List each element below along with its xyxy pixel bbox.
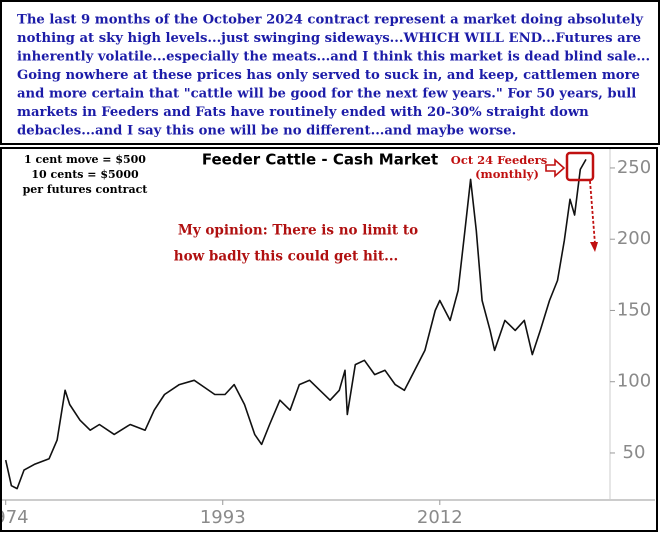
price-line — [4, 159, 587, 490]
opinion: My opinion: There is no limit to — [178, 223, 418, 239]
y-tick-label: 50 — [623, 442, 646, 463]
y-tick-label: 200 — [617, 228, 651, 249]
x-tick-label: 1993 — [200, 507, 246, 528]
y-tick-label: 150 — [617, 299, 651, 320]
callout: Oct 24 Feeders — [451, 153, 547, 167]
highlight-box — [565, 151, 595, 182]
opinion: how badly this could get hit... — [174, 249, 398, 265]
y-tick-label: 250 — [617, 157, 651, 178]
commentary-line: markets in Feeders and Fats have routine… — [17, 105, 589, 120]
chart-title: Feeder Cattle - Cash Market — [202, 151, 438, 169]
plot: 50 100 150 200 250 1974 1993 2012 — [0, 149, 655, 528]
commentary-line: and more certain that "cattle will be go… — [17, 87, 636, 102]
callout: (monthly) — [475, 167, 539, 181]
y-tick-label: 100 — [617, 371, 651, 392]
contract-note: per futures contract — [23, 183, 149, 196]
commentary-line: Going nowhere at these prices has only s… — [17, 68, 640, 83]
chart-box — [0, 147, 658, 532]
commentary-line: debacles...and I say this one will be no… — [17, 124, 516, 139]
x-tick-label: 1974 — [0, 507, 29, 528]
commentary-box — [0, 0, 660, 145]
commentary-line: inherently volatile...especially the mea… — [17, 50, 650, 65]
x-tick-label: 2012 — [417, 507, 463, 528]
contract-note: 10 cents = $5000 — [31, 168, 139, 181]
callout-arrow — [545, 158, 566, 178]
contract-note: 1 cent move = $500 — [24, 153, 146, 166]
down-arrow-head — [590, 242, 598, 252]
commentary-line: The last 9 months of the October 2024 co… — [17, 13, 643, 28]
down-arrow — [589, 180, 596, 245]
commentary-line: nothing at sky high levels...just swingi… — [17, 31, 641, 46]
